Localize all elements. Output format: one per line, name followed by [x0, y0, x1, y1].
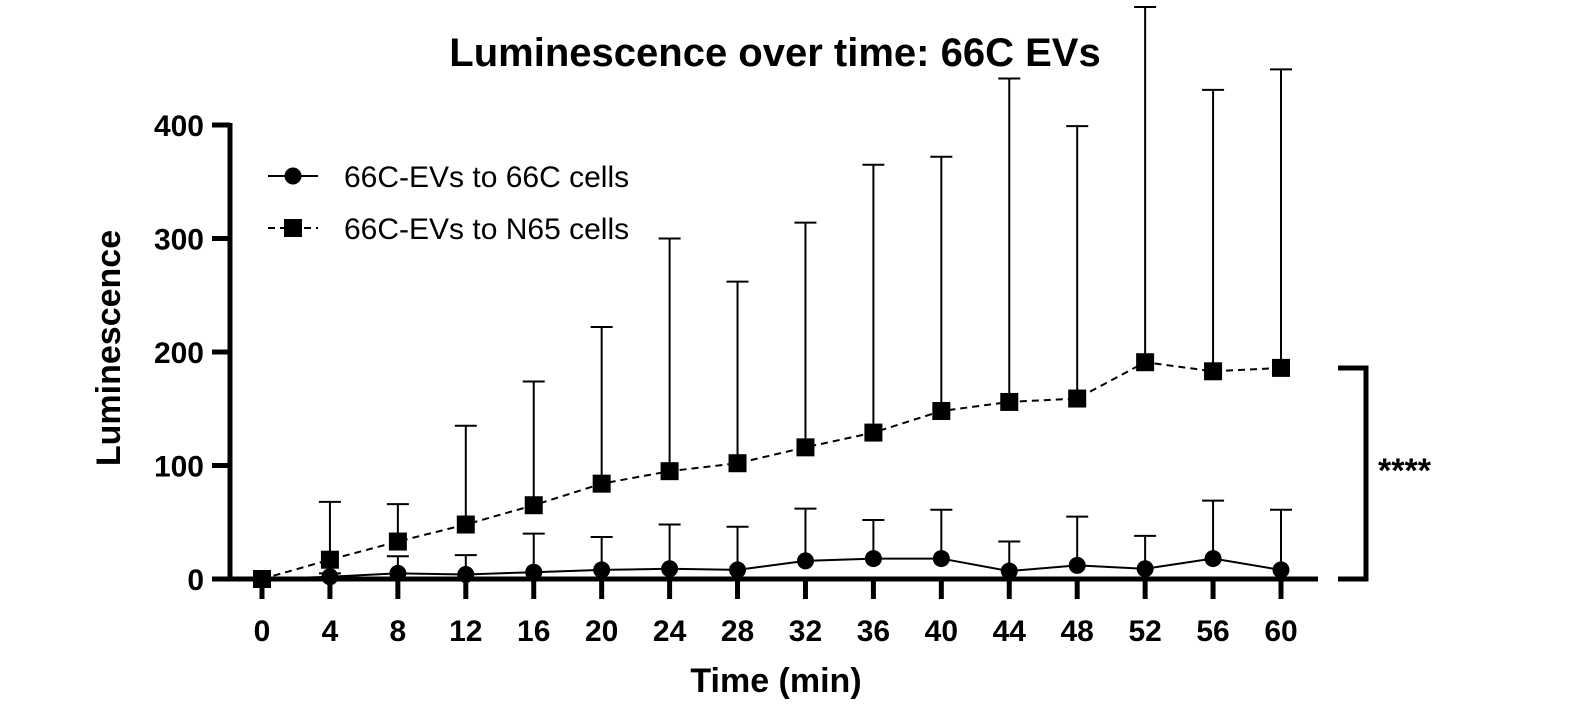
legend-label: 66C-EVs to 66C cells — [344, 161, 629, 194]
x-tick-label: 24 — [653, 615, 687, 648]
data-point — [524, 496, 543, 515]
significance-bracket: **** — [1338, 365, 1432, 582]
legend-item: 66C-EVs to 66C cells — [268, 161, 629, 194]
x-tick-label: 40 — [925, 615, 958, 648]
legend-marker — [284, 219, 302, 237]
series-line — [261, 361, 1282, 580]
x-tick-label: 20 — [585, 615, 618, 648]
significance-label: **** — [1378, 452, 1432, 490]
legend: 66C-EVs to 66C cells 66C-EVs to N65 cells — [268, 161, 629, 246]
y-tick-label: 200 — [154, 337, 204, 370]
x-tick-label: 60 — [1264, 615, 1297, 648]
y-tick-label: 300 — [154, 224, 204, 257]
x-tick-label: 16 — [517, 615, 550, 648]
data-point — [728, 454, 747, 473]
x-tick-label: 28 — [721, 615, 754, 648]
x-tick-label: 36 — [857, 615, 890, 648]
x-tick-label: 52 — [1128, 615, 1161, 648]
data-point — [253, 570, 271, 588]
legend-label: 66C-EVs to N65 cells — [344, 213, 629, 246]
data-point — [456, 515, 475, 534]
data-point — [388, 532, 407, 551]
data-point — [1204, 362, 1223, 381]
legend-item: 66C-EVs to N65 cells — [268, 213, 629, 246]
x-axis-label: Time (min) — [690, 662, 861, 700]
data-point — [389, 564, 407, 582]
series-layer — [253, 5, 1292, 588]
data-point — [1136, 353, 1155, 372]
data-point — [321, 568, 339, 586]
data-point — [932, 550, 950, 568]
data-point — [320, 550, 339, 569]
data-point — [661, 560, 679, 578]
y-axis-ticks: 0 100 200 300 400 — [154, 110, 230, 597]
data-point — [457, 565, 475, 583]
x-tick-label: 44 — [993, 615, 1027, 648]
chart-title: Luminescence over time: 66C EVs — [449, 31, 1100, 75]
data-point — [1068, 556, 1086, 574]
x-tick-label: 8 — [390, 615, 407, 648]
y-tick-label: 100 — [154, 451, 204, 484]
data-point — [1068, 389, 1087, 408]
data-point — [1136, 560, 1154, 578]
series-1 — [253, 499, 1292, 588]
data-point — [796, 438, 815, 457]
data-point — [660, 462, 679, 481]
data-point — [593, 561, 611, 579]
data-point — [592, 474, 611, 493]
data-point — [1000, 562, 1018, 580]
data-point — [864, 550, 882, 568]
x-tick-label: 0 — [254, 615, 271, 648]
x-tick-label: 48 — [1061, 615, 1094, 648]
legend-marker — [284, 167, 302, 185]
x-axis-ticks: 0 4 8 12 16 20 24 28 32 36 40 44 48 52 56 60 — [254, 579, 1298, 648]
x-tick-label: 32 — [789, 615, 822, 648]
significance-bracket-line — [1338, 365, 1369, 582]
x-tick-label: 4 — [322, 615, 339, 648]
data-point — [729, 561, 747, 579]
series-2 — [253, 5, 1292, 588]
y-axis-label: Luminescence — [90, 230, 128, 466]
y-tick-label: 400 — [154, 110, 204, 143]
y-tick-label: 0 — [187, 564, 204, 597]
data-point — [1272, 358, 1290, 377]
data-point — [1272, 561, 1290, 579]
series-line — [261, 557, 1282, 580]
data-point — [1000, 392, 1019, 411]
data-point — [525, 563, 543, 581]
x-tick-label: 12 — [449, 615, 482, 648]
data-point — [1204, 550, 1222, 568]
x-tick-label: 56 — [1196, 615, 1229, 648]
data-point — [932, 402, 951, 421]
data-point — [864, 423, 883, 442]
data-point — [796, 552, 814, 570]
